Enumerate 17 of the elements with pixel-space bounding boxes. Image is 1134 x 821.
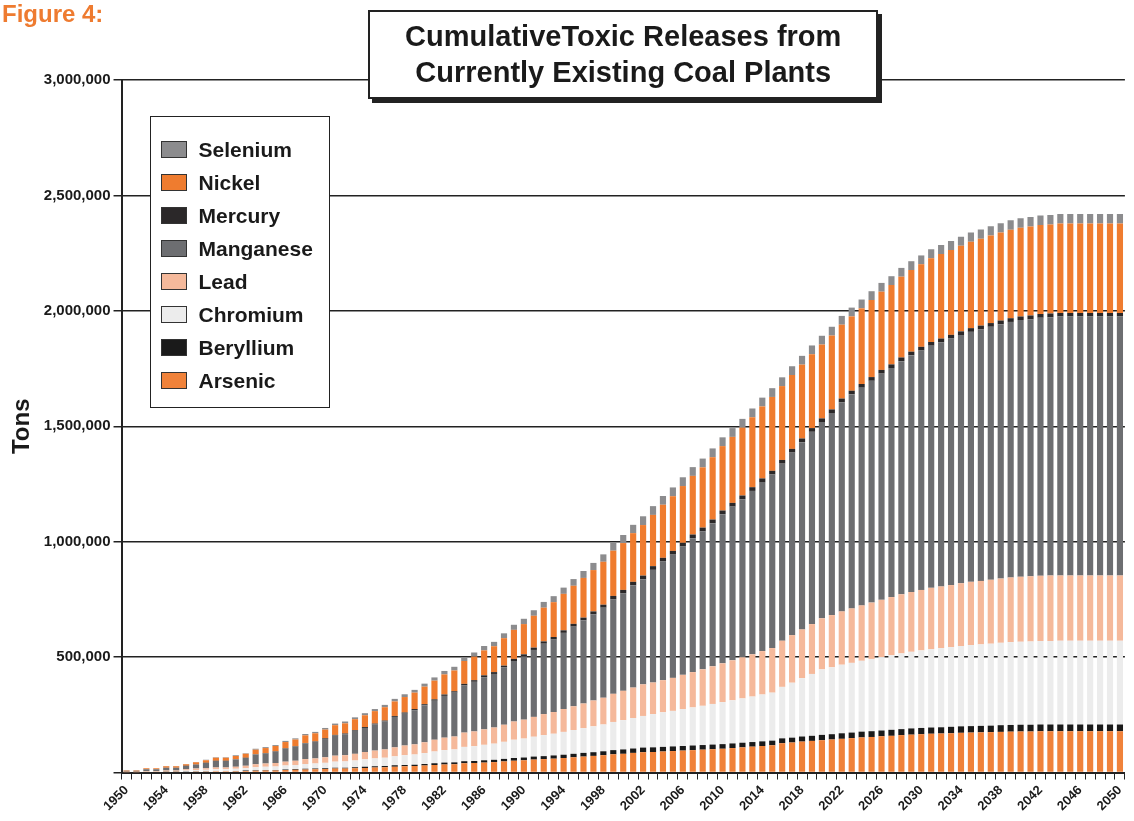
legend-label: Lead (198, 269, 248, 294)
y-tick-label: 2,500,000 (43, 185, 111, 203)
legend-label: Beryllium (198, 335, 295, 360)
y-tick-label: 2,000,000 (43, 300, 111, 318)
y-tick-label: 1,500,000 (43, 416, 111, 434)
y-tick-label: 500,000 (56, 647, 111, 665)
y-tick-label: 3,000,000 (43, 70, 111, 88)
caption: Figure 4: (2, 0, 104, 28)
y-axis-title: Tons (7, 398, 35, 455)
legend-label: Chromium (198, 302, 304, 327)
legend-label: Selenium (198, 137, 292, 162)
chart-title: CumulativeToxic Releases from Currently Existing Coal Plants (368, 10, 879, 99)
legend-label: Mercury (198, 203, 281, 228)
legend-label: Nickel (198, 170, 261, 195)
legend-label: Manganese (198, 236, 313, 261)
y-tick-label: 1,000,000 (43, 531, 111, 549)
legend-label: Arsenic (198, 368, 276, 393)
